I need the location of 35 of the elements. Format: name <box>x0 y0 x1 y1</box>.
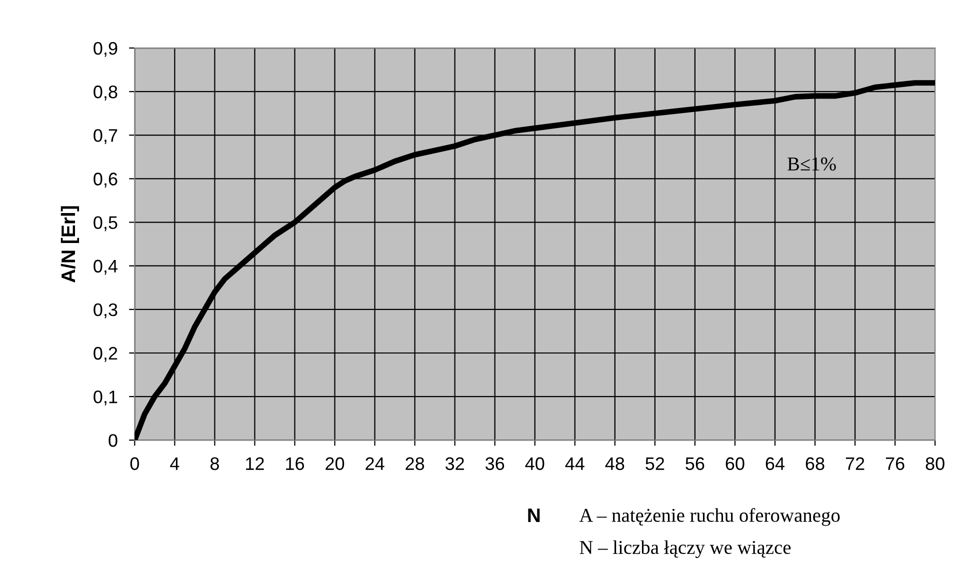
y-tick-label: 0,5 <box>94 216 118 232</box>
x-tick-label: 76 <box>886 457 904 470</box>
y-tick-label: 0,3 <box>94 303 118 318</box>
x-tick-label: 12 <box>246 457 264 470</box>
x-tick-label: 32 <box>445 457 464 470</box>
x-tick-label: 36 <box>486 457 504 470</box>
y-axis-title: A/N [Erl] <box>60 206 80 282</box>
y-tick-label: 0,7 <box>94 129 118 144</box>
x-tick-label: 16 <box>286 457 304 470</box>
x-tick-label: 48 <box>605 457 624 470</box>
x-tick-label: 0 <box>130 457 139 470</box>
x-tick-label: 40 <box>525 457 544 470</box>
x-tick-label: 20 <box>326 457 344 470</box>
y-tick-label: 0 <box>108 434 118 447</box>
x-tick-label: 52 <box>646 457 664 470</box>
y-tick-label: 0,4 <box>94 260 118 275</box>
y-tick-label: 0,1 <box>94 390 118 406</box>
text: N – liczba łączy we wiązce <box>580 540 791 558</box>
text: A – natężenie ruchu oferowanego <box>579 508 840 526</box>
y-tick-label: 0,2 <box>94 346 118 362</box>
x-axis-title: N <box>528 508 540 522</box>
x-tick-label: 60 <box>726 457 744 470</box>
y-tick-label: 0,6 <box>94 172 118 188</box>
x-tick-label: 72 <box>846 457 864 470</box>
x-tick-label: 68 <box>806 457 824 470</box>
x-tick-label: 44 <box>565 457 584 470</box>
y-tick-label: 0,9 <box>94 42 118 57</box>
x-tick-label: 28 <box>406 457 424 470</box>
x-tick-label: 56 <box>686 457 704 470</box>
x-tick-label: 24 <box>366 457 384 470</box>
y-tick-label: 0,8 <box>94 86 118 100</box>
x-tick-label: 64 <box>766 457 784 470</box>
x-tick-label: 8 <box>210 457 219 470</box>
x-tick-label: 80 <box>926 457 944 470</box>
x-tick-label: 4 <box>170 457 180 470</box>
